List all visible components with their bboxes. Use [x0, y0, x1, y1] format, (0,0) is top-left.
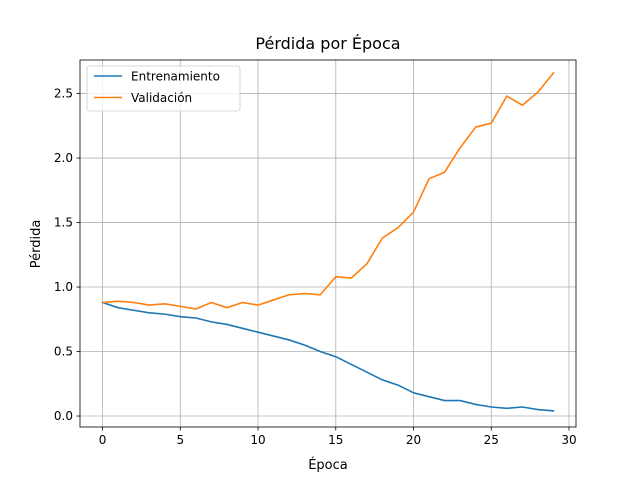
grid-layer [80, 60, 576, 427]
y-tick-label: 1.5 [54, 216, 73, 230]
series-layer [101, 71, 555, 412]
tick-layer: 0 5 10 15 20 25 30 0.0 0.5 1.0 1.5 2.0 2.5 [54, 87, 577, 447]
legend: Entrenamiento Validación [86, 65, 241, 112]
x-tick-label: 25 [484, 433, 499, 447]
x-tick-label: 0 [99, 433, 107, 447]
x-tick-label: 30 [561, 433, 576, 447]
legend-label-2: Validación [131, 91, 192, 105]
y-tick-label: 2.5 [54, 87, 73, 101]
y-tick-label: 0.5 [54, 345, 73, 359]
plot-frame [79, 59, 577, 428]
series-line-2 [101, 71, 555, 310]
legend-label-1: Entrenamiento [131, 70, 220, 84]
y-tick-label: 1.0 [54, 280, 73, 294]
y-tick-label: 2.0 [54, 151, 73, 165]
x-axis-label: Época [308, 457, 348, 473]
y-axis-label: Pérdida [29, 220, 44, 269]
chart-title: Pérdida por Época [255, 34, 400, 53]
legend-box [86, 65, 241, 112]
y-tick-label: 0.0 [54, 409, 73, 423]
x-tick-label: 10 [250, 433, 265, 447]
x-tick-label: 15 [328, 433, 343, 447]
series-line-1 [101, 301, 555, 412]
x-tick-label: 20 [406, 433, 421, 447]
x-tick-label: 5 [176, 433, 184, 447]
